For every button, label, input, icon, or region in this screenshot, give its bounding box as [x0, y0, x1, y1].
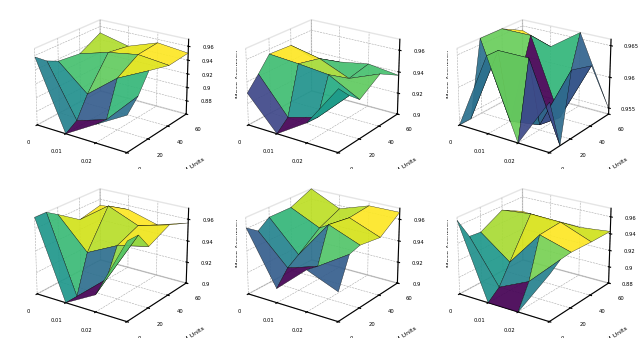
Title: (b) Time Steps = 5: (b) Time Steps = 5	[285, 170, 358, 179]
Y-axis label: LSTM Units: LSTM Units	[596, 326, 628, 338]
X-axis label: Learn Rate: Learn Rate	[252, 172, 285, 187]
Title: (c) Time Steps = 7: (c) Time Steps = 7	[497, 170, 568, 179]
Title: (a) Time Steps = 3: (a) Time Steps = 3	[74, 170, 147, 179]
Y-axis label: LSTM Units: LSTM Units	[174, 326, 206, 338]
X-axis label: Learn Rate: Learn Rate	[463, 172, 497, 187]
Y-axis label: LSTM Units: LSTM Units	[385, 157, 417, 180]
Y-axis label: LSTM Units: LSTM Units	[596, 157, 628, 180]
Y-axis label: LSTM Units: LSTM Units	[174, 157, 206, 180]
X-axis label: Learn Rate: Learn Rate	[40, 172, 74, 187]
Y-axis label: LSTM Units: LSTM Units	[385, 326, 417, 338]
